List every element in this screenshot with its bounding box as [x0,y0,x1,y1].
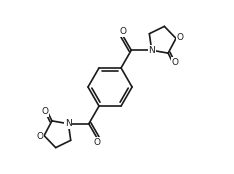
Text: O: O [94,138,101,147]
Text: O: O [37,132,44,141]
Text: O: O [177,33,184,42]
Text: N: N [65,119,72,128]
Text: O: O [119,27,126,36]
Text: N: N [148,46,155,55]
Text: O: O [171,58,178,67]
Text: O: O [42,107,49,116]
